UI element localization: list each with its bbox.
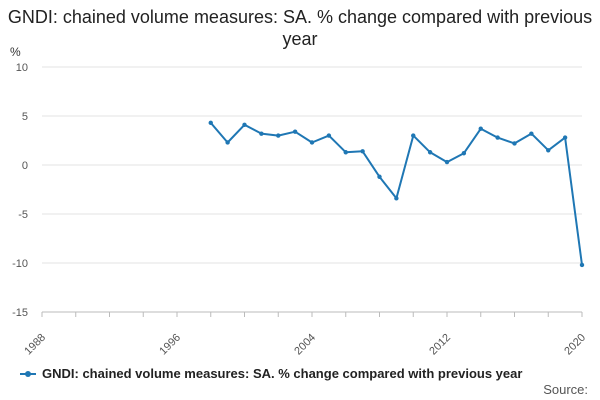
x-tick-label: 2020 [562, 332, 588, 358]
data-point-2002[interactable] [276, 133, 281, 138]
data-point-2018[interactable] [546, 148, 551, 153]
y-axis-ticks: 10 5 0 -5 -10 -15 [12, 62, 28, 319]
data-point-2017[interactable] [529, 131, 534, 136]
y-tick-label: -10 [12, 258, 28, 270]
data-point-2009[interactable] [394, 196, 399, 201]
data-point-2010[interactable] [411, 133, 416, 138]
data-point-2006[interactable] [343, 150, 348, 155]
data-point-2011[interactable] [427, 150, 433, 155]
x-tick-label: 1988 [22, 332, 48, 358]
y-tick-label: 10 [16, 62, 28, 74]
data-point-2004[interactable] [309, 140, 315, 145]
data-point-2012[interactable] [444, 159, 450, 165]
data-point-2007[interactable] [360, 149, 365, 154]
y-axis-unit-label: % [10, 45, 21, 59]
y-tick-label: 5 [22, 111, 28, 123]
x-tick-label: 2004 [292, 332, 318, 358]
data-point-2020[interactable] [579, 262, 585, 268]
grid-lines [42, 66, 582, 313]
data-point-2019[interactable] [562, 135, 568, 140]
series-group [208, 120, 585, 268]
data-point-1998[interactable] [208, 120, 213, 126]
legend-label: GNDI: chained volume measures: SA. % cha… [42, 366, 523, 381]
data-point-2001[interactable] [259, 131, 264, 136]
source-label: Source: [543, 382, 588, 397]
series-line [210, 122, 583, 266]
x-axis: 1988 1996 2004 2012 2020 [22, 312, 588, 357]
data-point-2005[interactable] [326, 133, 332, 138]
data-point-2000[interactable] [242, 122, 247, 128]
x-tick-label: 1996 [157, 332, 183, 358]
y-tick-label: -5 [18, 209, 28, 221]
data-point-2013[interactable] [461, 151, 467, 156]
data-point-2008[interactable] [377, 174, 382, 179]
legend-swatch [20, 370, 36, 377]
legend[interactable]: GNDI: chained volume measures: SA. % cha… [20, 366, 522, 381]
x-tick-label: 2012 [427, 332, 453, 358]
data-point-2014[interactable] [478, 126, 483, 131]
data-point-2016[interactable] [512, 141, 517, 146]
chart-title: GNDI: chained volume measures: SA. % cha… [7, 7, 593, 49]
y-tick-label: 0 [22, 160, 28, 172]
data-point-1999[interactable] [225, 140, 230, 145]
y-tick-label: -15 [12, 307, 28, 319]
data-point-2003[interactable] [292, 129, 298, 134]
data-point-2015[interactable] [495, 135, 500, 140]
